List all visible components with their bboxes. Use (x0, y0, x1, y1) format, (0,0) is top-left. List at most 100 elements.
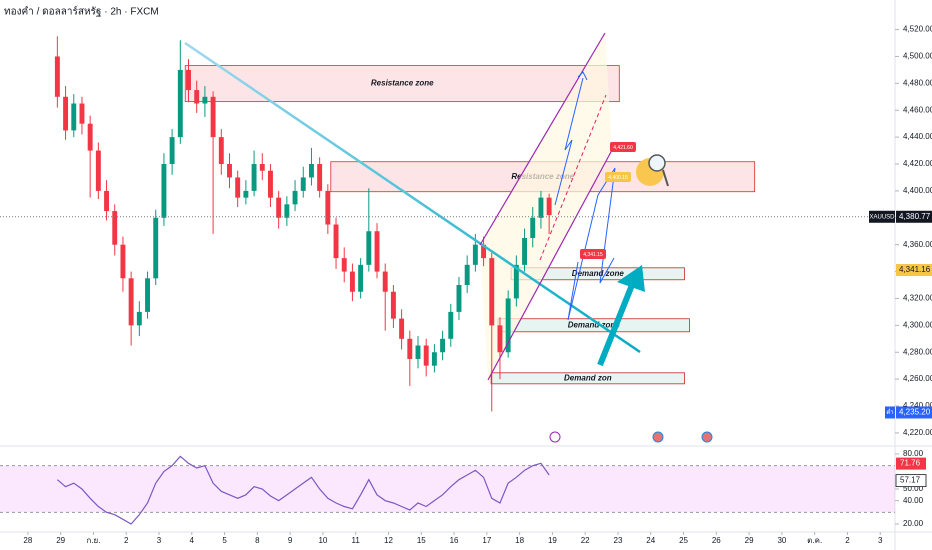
y-tick-label: 4,400.00 (903, 186, 932, 195)
x-tick-label: 4 (190, 536, 195, 545)
y-tick-label: 4,360.00 (903, 240, 932, 249)
callout: 4,400.15 (608, 175, 628, 181)
x-tick-label: 18 (515, 536, 524, 545)
candle-body (325, 190, 331, 225)
candle-body (407, 338, 413, 359)
candle-body (153, 217, 159, 279)
x-tick-label: 11 (352, 536, 361, 545)
candle-body (374, 231, 380, 272)
candle-body (522, 237, 528, 265)
zone-label: Resistance zone (371, 79, 434, 88)
candle-body (71, 103, 77, 131)
x-tick-label: 3 (157, 536, 162, 545)
x-tick-label: 17 (482, 536, 491, 545)
candle-body (112, 211, 118, 245)
price-tag (896, 406, 932, 419)
emoji (636, 154, 669, 187)
x-tick-label: 12 (384, 536, 393, 545)
candle-body (538, 197, 544, 218)
candle-body (341, 258, 347, 272)
x-tick-label: 2 (845, 536, 850, 545)
chart-title: ทองคำ / ดอลลาร์สหรัฐ · 2h · FXCM (4, 6, 159, 18)
y-tick-label: 4,440.00 (903, 132, 932, 141)
price-tag-label: 4,380.77 (899, 212, 931, 221)
candle-body (54, 56, 60, 97)
x-tick-label: 15 (417, 536, 426, 545)
candle-body (292, 190, 298, 205)
y-tick-label: 4,420.00 (903, 159, 932, 168)
candle-body (489, 258, 495, 326)
candle-body (210, 96, 216, 138)
rsi-tag (895, 474, 927, 488)
candle-body (161, 164, 167, 218)
candle-body (349, 271, 355, 292)
y-tick-label: 4,280.00 (903, 347, 932, 356)
candle-body (382, 271, 388, 292)
x-tick-label: 28 (23, 536, 32, 545)
callout-box (580, 249, 606, 259)
candle-body (399, 318, 405, 339)
rsi-tick-label: 20.00 (903, 519, 924, 528)
x-tick-label: 3 (878, 536, 883, 545)
channel-line (487, 149, 613, 381)
x-tick-label: 23 (614, 536, 623, 545)
y-tick-label: 4,320.00 (903, 294, 932, 303)
candle-body (448, 311, 454, 339)
y-tick-label: 4,220.00 (903, 428, 932, 437)
candle-body (308, 164, 314, 178)
candle-body (268, 170, 273, 198)
x-tick-label: 29 (745, 536, 754, 545)
rsi-band (0, 465, 895, 513)
rsi-line (56, 455, 550, 525)
candle-body (530, 217, 536, 238)
price-tag-label: 4,341.16 (899, 265, 931, 274)
rsi-tag-label: 71.76 (900, 459, 921, 468)
x-tick-label: ก.ย. (86, 536, 100, 545)
candle-body (472, 244, 478, 265)
zone-label: Demand zone (572, 269, 625, 278)
candle-body (251, 164, 257, 191)
candle-body (104, 190, 110, 212)
candle-body (95, 150, 101, 191)
candle-body (120, 244, 126, 279)
event-icons (549, 431, 713, 443)
price-tag-label: 4,235.20 (899, 408, 931, 417)
candle-body (177, 69, 183, 138)
price-tag (896, 210, 932, 223)
candle-body (497, 325, 503, 353)
callout-box (610, 142, 636, 152)
zone (184, 65, 620, 103)
y-tick-label: 4,260.00 (903, 374, 932, 383)
symbol: XAUUSD (869, 214, 895, 220)
candle-body (227, 164, 232, 178)
candle-body (513, 264, 519, 299)
x-tick-label: 10 (318, 536, 327, 545)
candle-body (333, 224, 339, 259)
candle-body (546, 197, 552, 216)
candle-body (259, 164, 265, 171)
candle-body (63, 96, 69, 131)
candle-body (423, 345, 429, 366)
zone-label: Demand zon (564, 373, 612, 382)
zone (490, 372, 685, 385)
candle-body (481, 244, 487, 259)
y-tick-label: 4,240.00 (903, 401, 932, 410)
channel-mid (539, 94, 607, 261)
candle-body (79, 103, 85, 124)
candle-body (243, 190, 249, 198)
x-tick-label: 22 (581, 536, 590, 545)
candle-body (87, 123, 93, 151)
x-tick-label: 25 (679, 536, 688, 545)
big-arrow (597, 283, 635, 367)
trendline (184, 41, 641, 354)
candle-body (235, 177, 241, 198)
tag-prefix: ต่ำ (886, 408, 893, 416)
y-tick-label: 4,520.00 (903, 25, 932, 34)
candle-body (431, 352, 437, 366)
channel-line (479, 32, 606, 246)
rsi-tag-label: 57.17 (900, 476, 921, 485)
x-tick-label: 29 (56, 536, 65, 545)
y-tick-label: 4,460.00 (903, 105, 932, 114)
big-arrow-head (617, 265, 645, 292)
candle-body (390, 291, 396, 319)
